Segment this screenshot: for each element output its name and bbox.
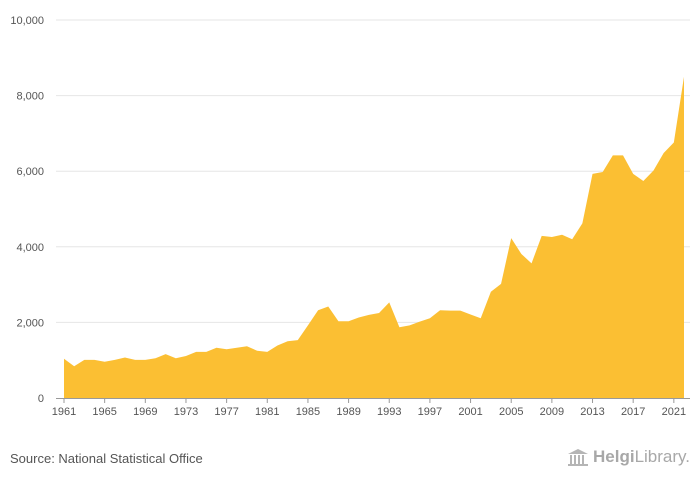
area-series [64, 76, 684, 398]
x-tick-label: 1989 [336, 406, 360, 418]
x-tick-label: 2021 [662, 406, 686, 418]
area-chart: 1961 1965 1969 1973 1977 1981 1985 1989 1993 1997… [10, 15, 690, 418]
x-tick-label: 2005 [499, 406, 523, 418]
x-tick-label: 2001 [458, 406, 482, 418]
x-tick-label: 1997 [418, 406, 442, 418]
x-tick-label: 1977 [214, 406, 238, 418]
y-tick-label: 10,000 [10, 15, 44, 27]
y-tick-label: 6,000 [16, 166, 44, 178]
x-tick-label: 1985 [296, 406, 320, 418]
brand-name-light: Library. [634, 447, 690, 466]
x-tick-label: 1965 [92, 406, 116, 418]
x-tick-label: 1969 [133, 406, 157, 418]
y-axis-labels: 0 2,000 4,000 6,000 8,000 10,000 [10, 15, 44, 405]
x-tick-label: 1993 [377, 406, 401, 418]
x-tick-label: 2009 [540, 406, 564, 418]
x-tick-label: 1981 [255, 406, 279, 418]
series-area [64, 76, 684, 398]
x-tick-label: 2017 [621, 406, 645, 418]
library-building-icon [568, 449, 588, 466]
x-axis: 1961 1965 1969 1973 1977 1981 1985 1989 1993 1997… [52, 398, 690, 418]
y-tick-label: 8,000 [16, 91, 44, 103]
source-note: Source: National Statistical Office [10, 451, 203, 466]
y-tick-label: 0 [38, 393, 44, 405]
x-tick-label: 2013 [580, 406, 604, 418]
x-tick-label: 1961 [52, 406, 76, 418]
x-tick-label: 1973 [174, 406, 198, 418]
y-tick-label: 4,000 [16, 242, 44, 254]
helgi-library-logo[interactable]: Helgi Library. [567, 447, 690, 467]
y-tick-label: 2,000 [16, 317, 44, 329]
brand-name-bold: Helgi [593, 447, 635, 466]
